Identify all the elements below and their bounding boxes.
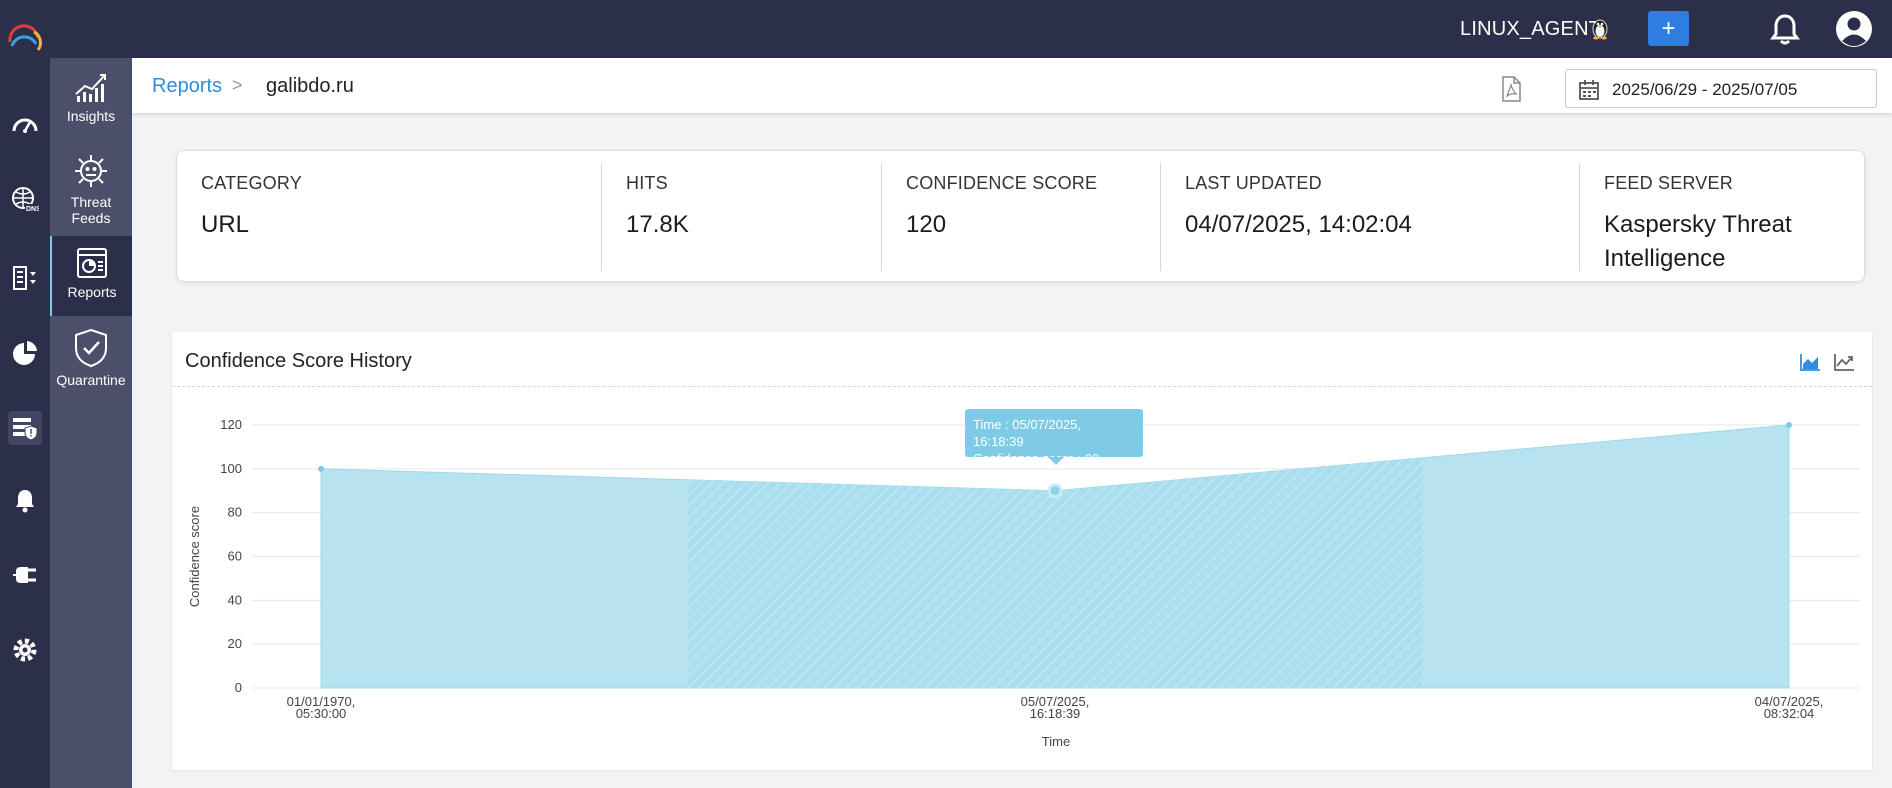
subnav-label-quarantine: Quarantine — [56, 372, 126, 388]
quarantine-icon — [75, 328, 107, 368]
x-tick-label: 05:30:00 — [296, 706, 347, 721]
y-tick-label: 60 — [228, 549, 242, 564]
chart-title: Confidence Score History — [185, 350, 412, 372]
alerts-icon[interactable] — [8, 483, 42, 517]
sub-navigation: Insights Threat Feeds Reports Quarantine — [50, 58, 132, 788]
x-tick-label: 16:18:39 — [1030, 706, 1081, 721]
notifications-bell-icon[interactable] — [1769, 12, 1801, 46]
subnav-item-insights[interactable]: Insights — [50, 70, 132, 140]
analytics-icon[interactable] — [8, 336, 42, 370]
icon-rail: DNS — [0, 58, 50, 788]
data-point — [1047, 483, 1063, 499]
line-chart-toggle-icon[interactable] — [1833, 352, 1855, 372]
y-tick-label: 120 — [220, 417, 242, 432]
data-point — [1786, 422, 1792, 428]
app-logo[interactable] — [4, 20, 44, 56]
x-tick-label: 04/07/2025, — [1755, 694, 1824, 709]
insights-icon — [75, 74, 106, 102]
area-chart-toggle-icon[interactable] — [1799, 352, 1821, 372]
x-tick-label: 01/01/1970, — [287, 694, 356, 709]
breadcrumb-current: galibdo.ru — [266, 75, 354, 97]
plugins-icon[interactable] — [8, 558, 42, 592]
last-updated-value: 04/07/2025, 14:02:04 — [1185, 211, 1412, 238]
tooltip-score: Confidence score : 90 — [973, 451, 1100, 466]
category-value: URL — [201, 211, 250, 238]
data-point — [318, 465, 324, 472]
threat-feeds-icon — [75, 155, 107, 187]
policies-icon[interactable] — [8, 261, 42, 295]
y-tick-label: 40 — [228, 592, 242, 607]
threat-intel-icon[interactable] — [8, 411, 42, 445]
summary-category: CATEGORY URL — [177, 163, 601, 271]
date-range-value: 2025/06/29 - 2025/07/05 — [1612, 80, 1798, 99]
chart-divider — [172, 386, 1872, 387]
feed-server-label: FEED SERVER — [1604, 173, 1733, 193]
dns-icon[interactable]: DNS — [8, 183, 42, 217]
reports-icon — [77, 248, 107, 278]
add-button[interactable]: + — [1648, 11, 1689, 46]
date-range-picker[interactable]: 2025/06/29 - 2025/07/05 — [1565, 69, 1877, 108]
x-tick-label: 08:32:04 — [1764, 706, 1815, 721]
confidence-label: CONFIDENCE SCORE — [906, 173, 1098, 193]
subnav-label-reports: Reports — [67, 284, 117, 300]
confidence-history-card: Confidence Score History 0 20 40 60 80 100 120… — [172, 332, 1872, 770]
summary-last-updated: LAST UPDATED 04/07/2025, 14:02:04 — [1160, 163, 1579, 271]
y-axis-title: Confidence score — [187, 506, 202, 607]
calendar-icon — [1579, 80, 1599, 100]
subnav-label-insights: Insights — [66, 108, 116, 124]
pdf-export-icon[interactable] — [1500, 76, 1522, 102]
category-label: CATEGORY — [201, 173, 302, 193]
x-tick-label: 05/07/2025, — [1021, 694, 1090, 709]
y-tick-label: 100 — [220, 461, 242, 476]
chart-tooltip: Time : 05/07/2025, 16:18:39 Confidence s… — [965, 409, 1143, 466]
breadcrumb-reports-link[interactable]: Reports — [152, 75, 223, 97]
page-header: Reports > galibdo.ru 2025/06/29 - 2025/0… — [132, 58, 1892, 113]
svg-text:DNS: DNS — [26, 206, 39, 213]
breadcrumb-separator: > — [232, 75, 243, 95]
settings-icon[interactable] — [8, 633, 42, 667]
user-avatar-icon[interactable] — [1835, 10, 1873, 48]
confidence-score-chart[interactable]: 0 20 40 60 80 100 120 01/01/1970,05:30:00 05/07/… — [172, 332, 1872, 770]
summary-confidence: CONFIDENCE SCORE 120 — [881, 163, 1160, 271]
summary-feed-server: FEED SERVER Kaspersky Threat Intelligenc… — [1579, 163, 1865, 272]
dashboard-icon[interactable] — [8, 108, 42, 142]
summary-hits: HITS 17.8K — [601, 163, 881, 271]
confidence-value: 120 — [906, 211, 947, 238]
tooltip-time: Time : 05/07/2025, 16:18:39 — [973, 417, 1081, 449]
subnav-item-threat-feeds[interactable]: Threat Feeds — [50, 152, 132, 232]
y-tick-label: 0 — [235, 680, 242, 695]
summary-card: CATEGORY URL HITS 17.8K CONFIDENCE SCORE… — [176, 150, 1865, 282]
subnav-item-quarantine[interactable]: Quarantine — [50, 328, 132, 408]
last-updated-label: LAST UPDATED — [1185, 173, 1322, 193]
agent-name: LINUX_AGENT — [1460, 18, 1602, 40]
top-bar: LINUX_AGENT + — [0, 0, 1892, 58]
y-tick-label: 20 — [228, 636, 242, 651]
subnav-item-reports[interactable]: Reports — [50, 236, 132, 316]
feed-server-value: Kaspersky Threat Intelligence — [1604, 211, 1792, 272]
hits-label: HITS — [626, 173, 668, 193]
subnav-label-threat-feeds: Threat Feeds — [70, 194, 112, 226]
y-tick-label: 80 — [228, 505, 242, 520]
linux-icon — [1592, 19, 1608, 40]
x-axis-title: Time — [1042, 734, 1070, 749]
hits-value: 17.8K — [626, 211, 689, 238]
